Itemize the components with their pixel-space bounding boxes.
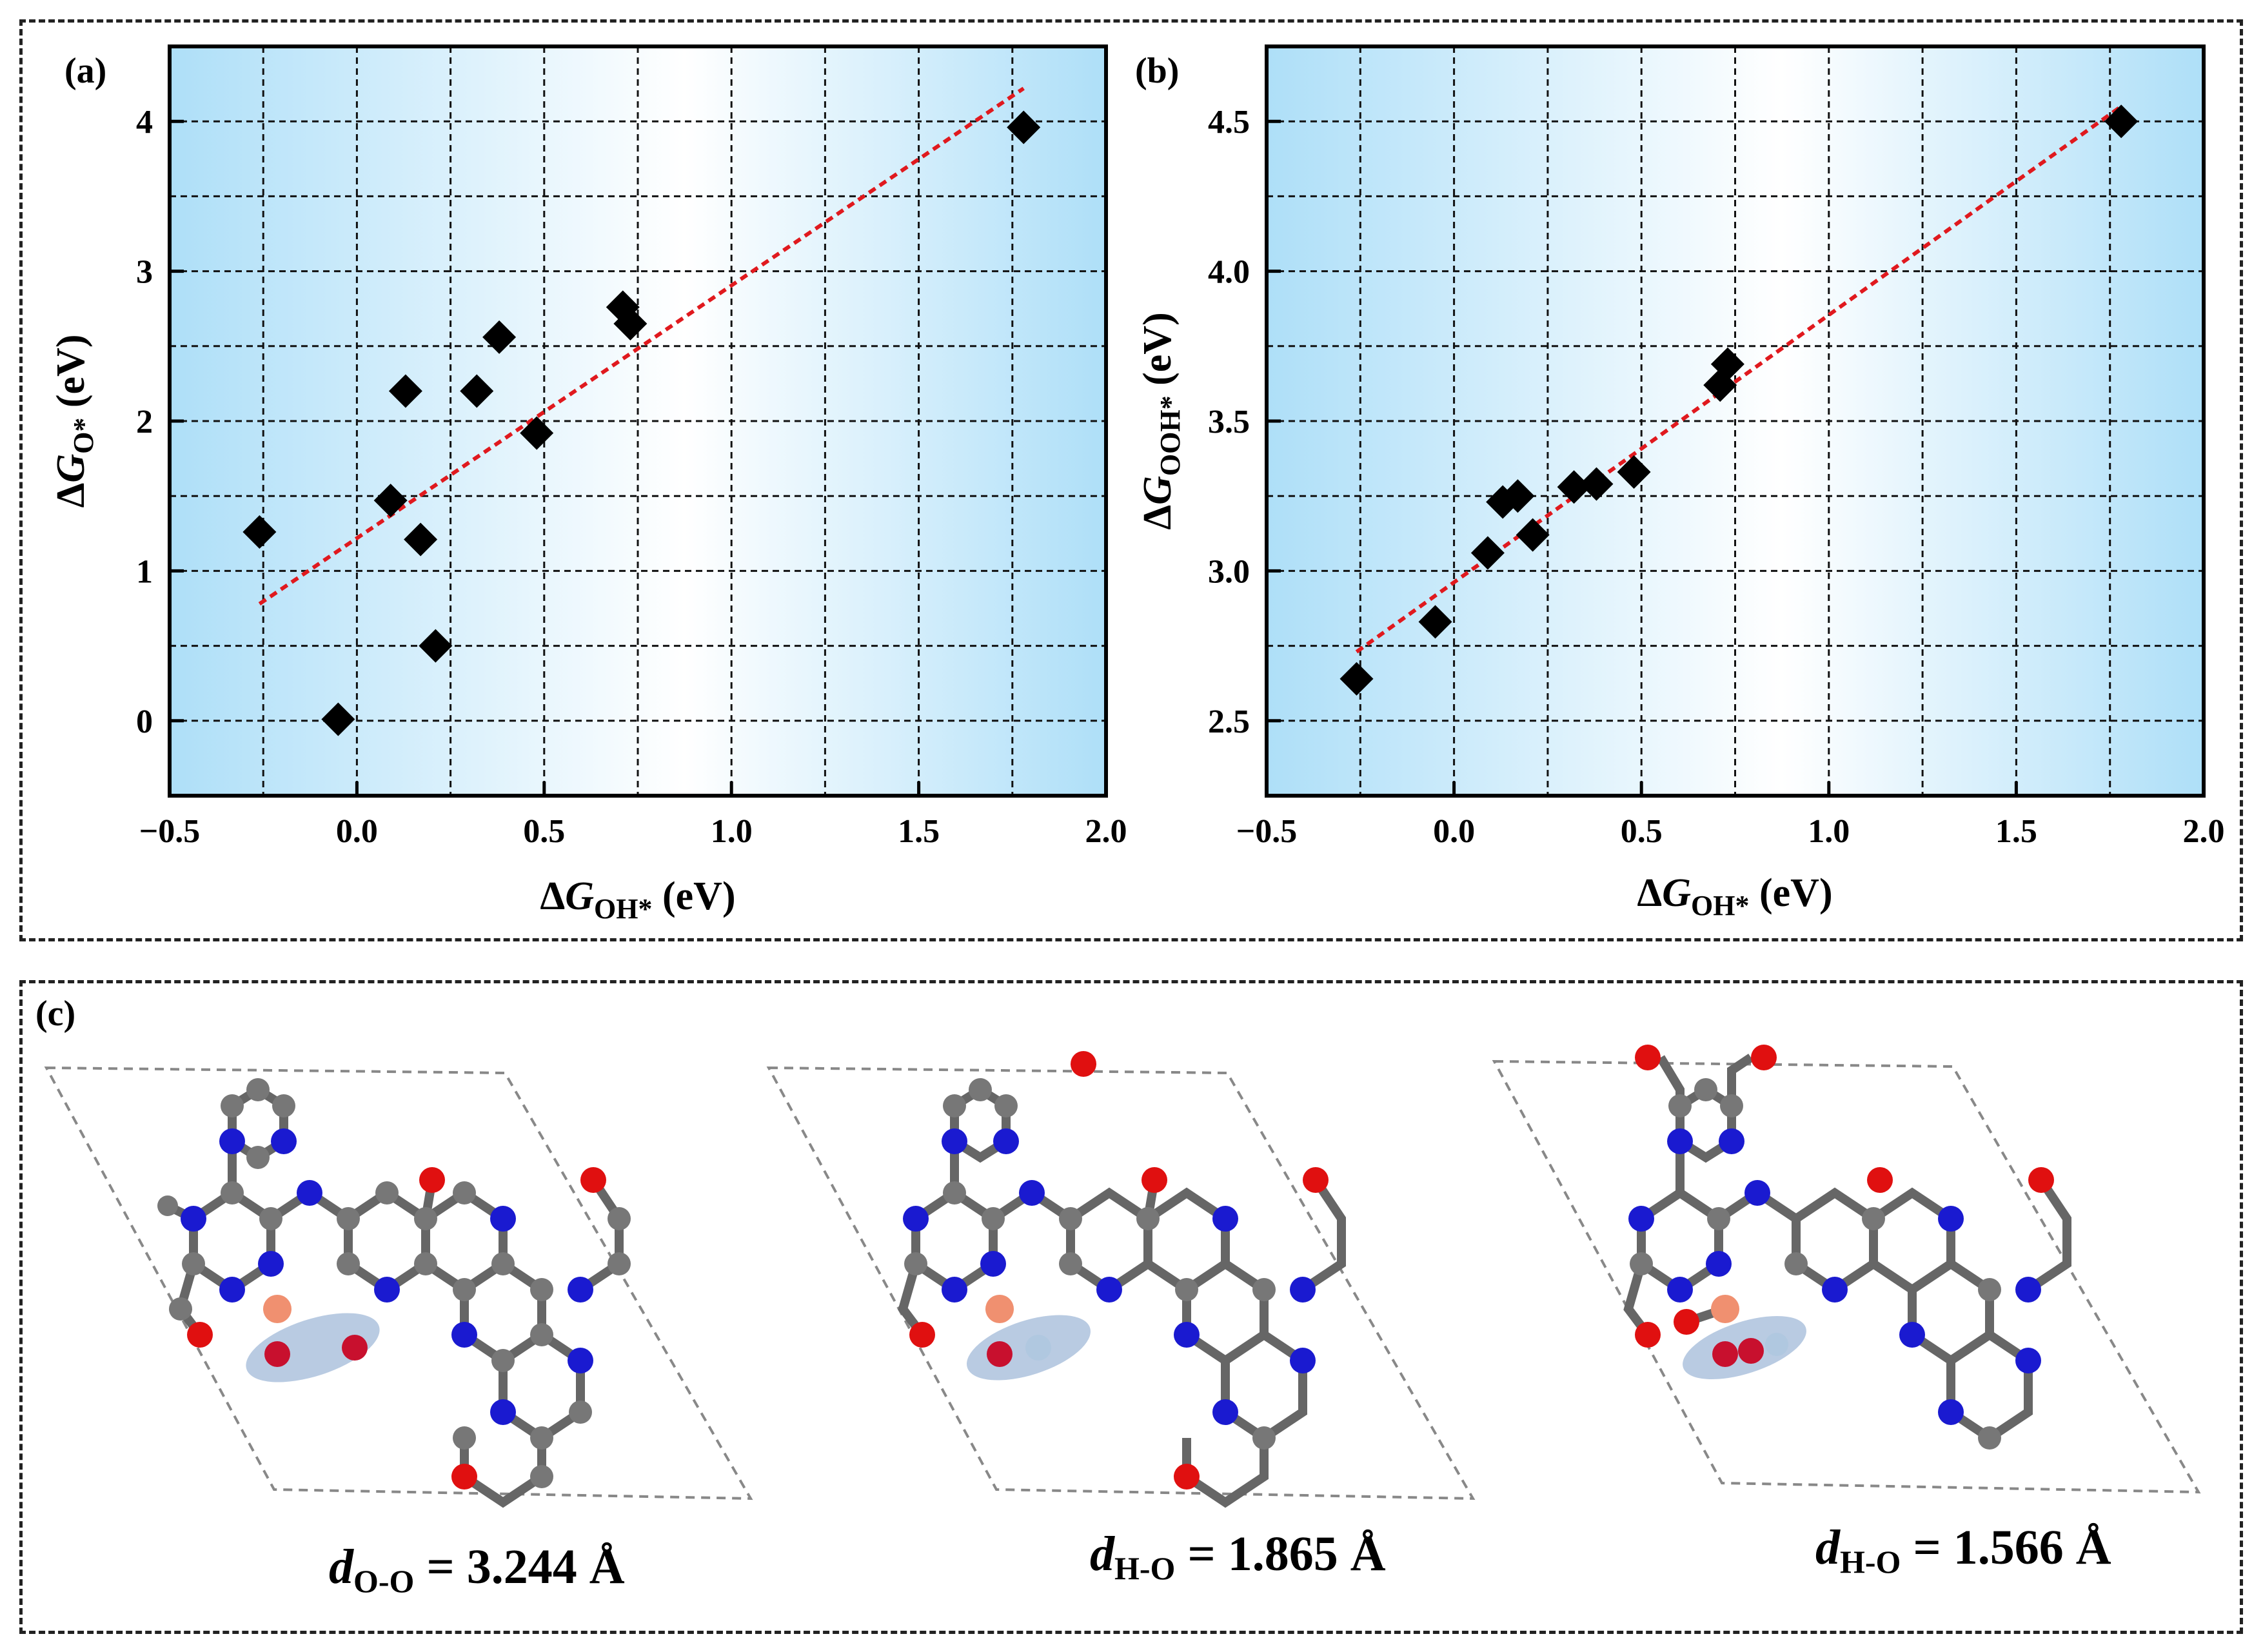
chartA-data-point xyxy=(404,522,438,556)
chartB-ytick-label: 3.0 xyxy=(1208,553,1250,590)
chartB-xtick-label: 1.0 xyxy=(1808,813,1850,850)
chart-b-ticks: −0.5 0.0 0.5 1.0 1.5 2.0 2.5 3.0 3.5 4.0 4.5 xyxy=(1208,104,2225,850)
chartB-xtick-label: 0.0 xyxy=(1433,813,1475,850)
chart-b-x-axis-title: ΔGOH* (eV) xyxy=(1637,871,1832,921)
chart-a-x-axis-title: ΔGOH* (eV) xyxy=(540,874,735,925)
chartA-data-point xyxy=(419,629,453,663)
chartA-ytick-label: 3 xyxy=(136,254,153,291)
structure-3: dH-O = 1.566 Å xyxy=(1492,1045,2201,1580)
chartA-data-point xyxy=(373,484,408,518)
chart-b-panel-label: (b) xyxy=(1135,51,1179,91)
figure-panels-ab-frame xyxy=(19,19,2243,941)
chart-a-panel-label: (a) xyxy=(64,51,106,91)
chartB-data-point xyxy=(2104,104,2139,139)
molecular-structures: (c) xyxy=(35,994,2201,1599)
chartA-xtick-label: 1.0 xyxy=(711,813,753,850)
figure-panel-c-frame xyxy=(19,980,2243,1634)
chartB-xtick-label: −0.5 xyxy=(1236,813,1298,850)
unit-cell-outline xyxy=(44,1066,753,1500)
chartA-ytick-label: 2 xyxy=(136,404,153,440)
chartA-data-point xyxy=(482,320,517,354)
structure-2: dH-O = 1.865 Å xyxy=(766,1051,1476,1586)
chartB-data-point xyxy=(1579,467,1614,501)
chartB-data-point xyxy=(1470,536,1505,570)
graphene-framework xyxy=(1623,1054,2071,1444)
chartB-data-point xyxy=(1710,347,1744,381)
chartB-ytick-label: 2.5 xyxy=(1208,703,1250,740)
chartA-xtick-label: 1.5 xyxy=(898,813,940,850)
chartB-ytick-label: 4.5 xyxy=(1208,104,1250,141)
chartA-ytick-label: 4 xyxy=(136,104,153,141)
chartB-xtick-label: 2.0 xyxy=(2183,813,2225,850)
chart-a-fit-line xyxy=(258,86,1025,606)
chartA-data-point xyxy=(388,374,422,408)
chart-b-y-axis-title: ΔGOOH* (eV) xyxy=(1136,312,1186,529)
chart-a-y-axis-title: ΔGO* (eV) xyxy=(49,335,99,508)
chart-b: −0.5 0.0 0.5 1.0 1.5 2.0 2.5 3.0 3.5 4.0 4.5 (b) Δ… xyxy=(1135,44,2225,921)
chartA-data-point xyxy=(242,515,277,549)
chartA-data-point xyxy=(520,416,554,450)
chart-b-points xyxy=(1339,104,2139,696)
structure-2-caption: dH-O = 1.865 Å xyxy=(1090,1527,1386,1586)
unit-cell-outline xyxy=(766,1066,1476,1500)
chart-a-ticks: −0.5 0.0 0.5 1.0 1.5 2.0 0 1 2 3 4 xyxy=(136,104,1127,850)
atoms xyxy=(157,1078,631,1490)
atoms xyxy=(1628,1045,2054,1450)
chartB-data-point xyxy=(1339,662,1374,696)
chartA-data-point xyxy=(321,702,355,736)
chartB-xtick-label: 0.5 xyxy=(1621,813,1663,850)
chartA-xtick-label: 0.0 xyxy=(336,813,378,850)
chartA-xtick-label: 2.0 xyxy=(1085,813,1127,850)
chartA-xtick-label: −0.5 xyxy=(139,813,201,850)
chartA-ytick-label: 1 xyxy=(136,553,153,590)
chartB-data-point xyxy=(1557,470,1591,504)
chartA-data-point xyxy=(1007,110,1041,144)
structure-1: dO-O = 3.244 Å xyxy=(44,1066,753,1599)
chartB-ytick-label: 4.0 xyxy=(1208,254,1250,291)
chartA-data-point xyxy=(460,374,494,408)
chartA-xtick-label: 0.5 xyxy=(523,813,565,850)
chart-a-points xyxy=(242,110,1041,736)
chartB-ytick-label: 3.5 xyxy=(1208,404,1250,440)
chartA-linear-fit xyxy=(258,86,1025,606)
chartB-data-point xyxy=(1516,518,1550,552)
chartB-data-point xyxy=(1418,605,1452,639)
structure-3-caption: dH-O = 1.566 Å xyxy=(1815,1520,2111,1580)
chartA-data-point xyxy=(613,306,647,340)
graphene-framework xyxy=(898,1084,1346,1508)
atoms xyxy=(903,1051,1329,1490)
chartB-data-point xyxy=(1617,455,1651,489)
chartB-data-point xyxy=(1501,479,1535,513)
structure-1-caption: dO-O = 3.244 Å xyxy=(329,1540,625,1599)
chartB-xtick-label: 1.5 xyxy=(1995,813,2037,850)
chartA-ytick-label: 0 xyxy=(136,703,153,740)
panel-c-label: (c) xyxy=(35,994,75,1034)
